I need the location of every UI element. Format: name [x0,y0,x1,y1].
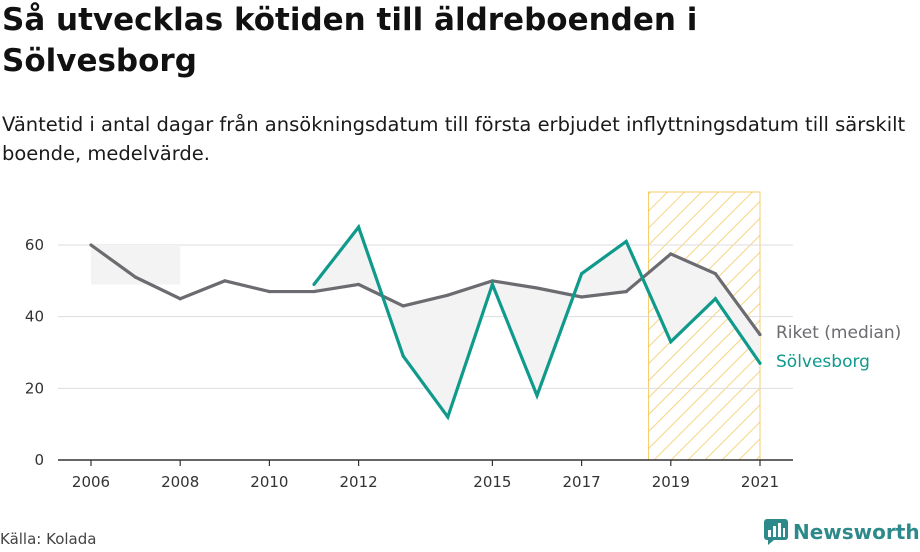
y-tick-label: 20 [25,379,44,397]
x-axis: 2006 2008 2010 2012 2015 2017 2019 2021 [58,459,793,491]
x-tick-label: 2015 [473,473,511,491]
riket-point [535,286,539,290]
solvesborg-point [758,361,762,365]
riket-point [669,252,673,256]
series-lines [89,223,762,421]
solvesborg-point [669,340,673,344]
riket-point [713,272,718,276]
solvesborg-point [312,282,316,287]
series-labels: Riket (median) Sölvesborg [776,323,901,372]
solvesborg-label: Sölvesborg [776,352,870,372]
x-tick-label: 2006 [72,473,110,491]
riket-point [624,289,628,294]
riket-point [401,304,405,308]
riket-point [580,295,584,299]
x-tick-label: 2008 [161,473,199,491]
x-tick-label: 2021 [741,473,779,491]
x-tick-label: 2012 [340,473,378,491]
solvesborg-point [357,225,361,229]
solvesborg-point [580,272,584,276]
brand-logo: Newsworthy [764,519,920,545]
riket-point [178,297,182,301]
riket-point [312,289,316,294]
riket-label: Riket (median) [776,323,901,343]
newsworthy-logo-icon [764,519,788,545]
riket-point [357,282,361,287]
x-tick-label: 2019 [652,473,690,491]
riket-point [446,293,450,297]
riket-line [90,243,762,336]
solvesborg-point [535,393,539,398]
solvesborg-point [490,282,494,287]
source-note: Källa: Kolada [0,530,97,548]
solvesborg-point [713,297,718,301]
riket-point [267,289,271,294]
riket-point [134,275,138,279]
chart-title: Så utvecklas kötiden till äldreboenden i… [2,2,698,79]
x-tick-label: 2010 [250,473,288,491]
riket-point [89,243,93,247]
x-tick-label: 2017 [563,473,601,491]
solvesborg-point [401,354,405,358]
y-tick-label: 0 [34,451,44,469]
brand-name: Newsworthy [793,520,920,544]
riket-point [223,279,227,283]
line-chart: 0 20 40 60 2006 2008 2010 2012 2015 2017 2019 2021… [25,191,901,491]
chart-subtitle: Väntetid i antal dagar från ansökningsda… [2,113,906,165]
solvesborg-point [624,239,628,244]
riket-point [758,332,762,337]
y-tick-label: 40 [25,308,44,326]
solvesborg-point [446,415,450,419]
y-tick-label: 60 [25,236,44,254]
